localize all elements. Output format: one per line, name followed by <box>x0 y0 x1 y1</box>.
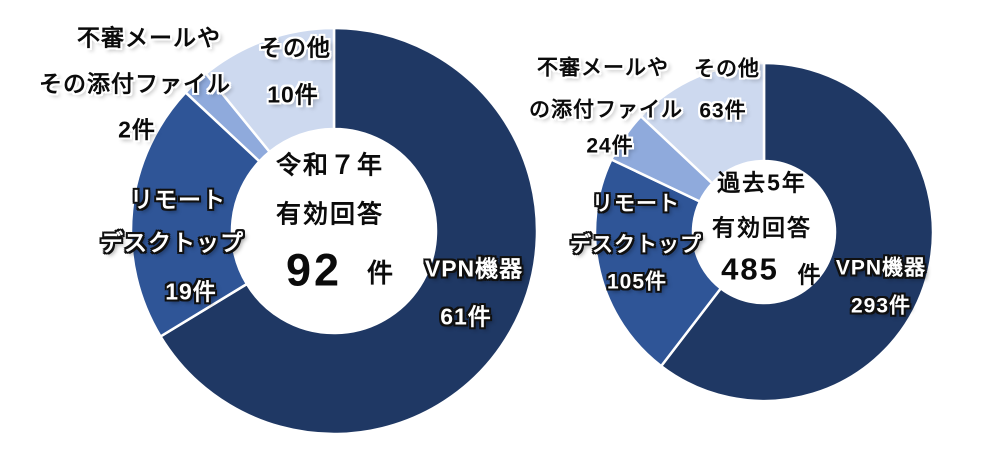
donut-segment-remote <box>593 158 723 368</box>
donut-segment-other <box>639 61 766 185</box>
donut-segment-vpn <box>159 26 539 436</box>
donut-segment-remote <box>129 91 261 338</box>
donut-segment-other <box>204 26 336 154</box>
donut-past5years <box>593 61 935 403</box>
donut-segment-vpn <box>659 61 935 403</box>
donut-reiwa7 <box>129 26 539 436</box>
